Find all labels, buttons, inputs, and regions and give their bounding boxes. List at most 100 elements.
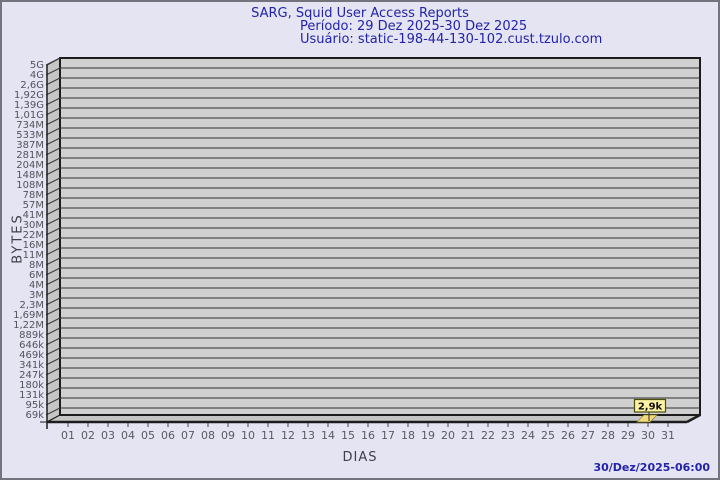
x-tick-label: 24 [521, 429, 535, 442]
y-tick-line [45, 367, 61, 376]
chart-period: Período: 29 Dez 2025-30 Dez 2025 [300, 19, 528, 34]
y-tick-line [45, 87, 61, 96]
y-tick-label: 30M [23, 220, 44, 231]
floor-bevel-edge [686, 413, 701, 424]
y-tick-line [45, 77, 61, 86]
y-tick-line [45, 237, 61, 246]
bar-day-30 [636, 414, 658, 423]
y-tick-label: 2,6G [20, 80, 44, 91]
y-tick-line [45, 247, 61, 256]
x-tick-label: 06 [161, 429, 175, 442]
y-tick-label: 41M [23, 210, 44, 221]
y-tick-label: 6M [29, 270, 44, 281]
y-tick-line [45, 277, 61, 286]
y-tick-label: 1,01G [14, 110, 44, 121]
x-tick-label: 15 [341, 429, 355, 442]
y-tick-line [45, 377, 61, 386]
y-tick-label: 11M [23, 250, 44, 261]
y-tick-line [45, 387, 61, 396]
y-tick-line [45, 397, 61, 406]
y-tick-line [45, 257, 61, 266]
y-tick-label: 646k [19, 340, 44, 351]
y-tick-label: 95k [25, 400, 44, 411]
x-tick-label: 13 [301, 429, 315, 442]
y-tick-line [45, 207, 61, 216]
x-tick-label: 08 [201, 429, 215, 442]
x-tick-label: 03 [101, 429, 115, 442]
y-tick-label: 1,22M [13, 320, 44, 331]
x-tick-label: 07 [181, 429, 195, 442]
y-tick-line [45, 107, 61, 116]
y-tick-label: 2,3M [19, 300, 44, 311]
y-tick-line [45, 127, 61, 136]
y-tick-label: 533M [16, 130, 44, 141]
y-tick-label: 131k [19, 390, 44, 401]
x-tick-label: 10 [241, 429, 255, 442]
x-tick-label: 12 [281, 429, 295, 442]
x-tick-label: 16 [361, 429, 375, 442]
y-tick-line [45, 187, 61, 196]
y-tick-label: 8M [29, 260, 44, 271]
y-tick-label: 108M [16, 180, 44, 191]
y-tick-label: 1,92G [14, 90, 44, 101]
y-tick-label: 57M [23, 200, 44, 211]
y-tick-line [45, 177, 61, 186]
y-tick-line [45, 67, 61, 76]
y-tick-label: 148M [16, 170, 44, 181]
x-tick-label: 01 [61, 429, 75, 442]
x-tick-label: 22 [481, 429, 495, 442]
y-tick-label: 22M [23, 230, 44, 241]
y-tick-label: 734M [16, 120, 44, 131]
x-tick-label: 20 [441, 429, 455, 442]
y-tick-label: 889k [19, 330, 44, 341]
y-tick-label: 78M [23, 190, 44, 201]
y-tick-label: 281M [16, 150, 44, 161]
x-tick-label: 30 [641, 429, 655, 442]
x-tick-label: 27 [581, 429, 595, 442]
y-tick-line [45, 317, 61, 326]
x-axis-title: DIAS [342, 450, 378, 465]
x-tick-label: 04 [121, 429, 135, 442]
y-tick-label: 247k [19, 370, 44, 381]
generation-timestamp: 30/Dez/2025-06:00 [593, 461, 710, 474]
y-tick-line [45, 287, 61, 296]
y-tick-label: 5G [30, 60, 44, 71]
y-tick-label: 1,39G [14, 100, 44, 111]
y-tick-label: 1,69M [13, 310, 44, 321]
y-tick-line [45, 227, 61, 236]
y-tick-line [45, 267, 61, 276]
plot-area [59, 57, 701, 416]
value-callout [633, 398, 667, 413]
x-tick-label: 29 [621, 429, 635, 442]
y-tick-line [45, 147, 61, 156]
x-tick-label: 18 [401, 429, 415, 442]
y-tick-line [45, 217, 61, 226]
y-tick-label: 4M [29, 280, 44, 291]
y-tick-line [45, 407, 61, 416]
y-tick-label: 3M [29, 290, 44, 301]
x-tick-label: 21 [461, 429, 475, 442]
y-tick-line [45, 117, 61, 126]
x-tick-label: 17 [381, 429, 395, 442]
y-tick-label: 16M [23, 240, 44, 251]
y-tick-line [45, 57, 61, 66]
x-tick-label: 31 [661, 429, 675, 442]
y-tick-line [45, 347, 61, 356]
chart-user: Usuário: static-198-44-130-102.cust.tzul… [300, 32, 603, 47]
y-tick-label: 387M [16, 140, 44, 151]
x-tick-label: 23 [501, 429, 515, 442]
y-tick-label: 341k [19, 360, 44, 371]
x-tick-label: 28 [601, 429, 615, 442]
x-tick-label: 25 [541, 429, 555, 442]
y-tick-line [45, 307, 61, 316]
y-tick-line [45, 197, 61, 206]
x-tick-label: 09 [221, 429, 235, 442]
y-tick-label: 180k [19, 380, 44, 391]
y-tick-line [45, 137, 61, 146]
y-tick-line [45, 327, 61, 336]
x-tick-label: 11 [261, 429, 275, 442]
y-tick-line [45, 157, 61, 166]
x-tick-label: 19 [421, 429, 435, 442]
